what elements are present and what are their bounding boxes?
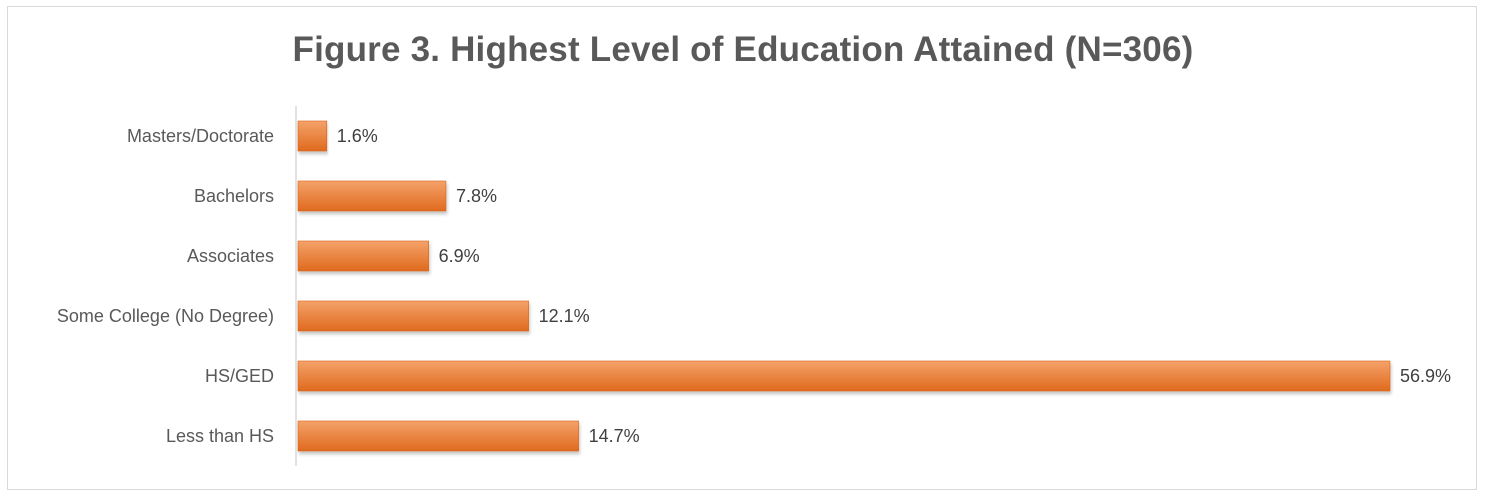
chart-title: Figure 3. Highest Level of Education Att… [292, 30, 1194, 69]
value-label: 6.9% [439, 246, 480, 266]
bars-layer [297, 120, 1391, 452]
bar-less-than-hs [297, 420, 579, 452]
category-label: Less than HS [166, 426, 274, 446]
bar-associates [297, 240, 429, 272]
bar-some-college-no-degree [297, 300, 529, 332]
chart-frame [7, 6, 1477, 490]
value-label: 1.6% [337, 126, 378, 146]
bar-hs-ged [297, 360, 1391, 392]
value-label: 7.8% [456, 186, 497, 206]
value-label: 14.7% [589, 426, 640, 446]
value-label: 12.1% [539, 306, 590, 326]
labels-layer: Masters/Doctorate 1.6% Bachelors 7.8% Associ… [57, 126, 1451, 446]
category-label: HS/GED [205, 366, 274, 386]
category-label: Some College (No Degree) [57, 306, 274, 326]
category-label: Associates [187, 246, 274, 266]
category-label: Bachelors [194, 186, 274, 206]
value-label: 56.9% [1400, 366, 1451, 386]
category-label: Masters/Doctorate [127, 126, 274, 146]
bar-masters-doctorate [297, 120, 328, 152]
bar-bachelors [297, 180, 447, 212]
